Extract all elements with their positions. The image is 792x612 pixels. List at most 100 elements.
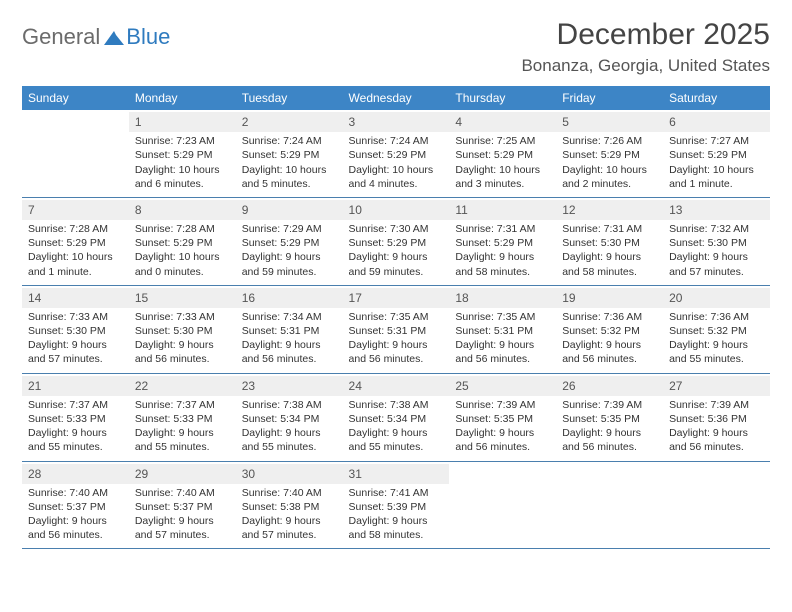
daylight-line: Daylight: 9 hours and 57 minutes. (28, 338, 123, 366)
day-number: 27 (663, 376, 770, 396)
calendar-cell: 24Sunrise: 7:38 AMSunset: 5:34 PMDayligh… (343, 373, 450, 461)
sunrise-line: Sunrise: 7:31 AM (562, 222, 657, 236)
day-number: 12 (556, 200, 663, 220)
sunset-line: Sunset: 5:36 PM (669, 412, 764, 426)
sunrise-line: Sunrise: 7:34 AM (242, 310, 337, 324)
calendar-cell (556, 461, 663, 549)
day-number: 23 (236, 376, 343, 396)
day-number: 25 (449, 376, 556, 396)
calendar-cell: 25Sunrise: 7:39 AMSunset: 5:35 PMDayligh… (449, 373, 556, 461)
daylight-line: Daylight: 9 hours and 58 minutes. (562, 250, 657, 278)
calendar-cell: 29Sunrise: 7:40 AMSunset: 5:37 PMDayligh… (129, 461, 236, 549)
daylight-line: Daylight: 9 hours and 56 minutes. (349, 338, 444, 366)
sunset-line: Sunset: 5:29 PM (135, 148, 230, 162)
sunrise-line: Sunrise: 7:38 AM (349, 398, 444, 412)
day-number: 26 (556, 376, 663, 396)
sunset-line: Sunset: 5:33 PM (135, 412, 230, 426)
sunrise-line: Sunrise: 7:35 AM (455, 310, 550, 324)
calendar-cell: 23Sunrise: 7:38 AMSunset: 5:34 PMDayligh… (236, 373, 343, 461)
day-number: 28 (22, 464, 129, 484)
daylight-line: Daylight: 9 hours and 56 minutes. (28, 514, 123, 542)
sunrise-line: Sunrise: 7:37 AM (135, 398, 230, 412)
sunrise-line: Sunrise: 7:36 AM (562, 310, 657, 324)
sunset-line: Sunset: 5:34 PM (349, 412, 444, 426)
calendar-cell: 6Sunrise: 7:27 AMSunset: 5:29 PMDaylight… (663, 110, 770, 197)
daylight-line: Daylight: 9 hours and 57 minutes. (669, 250, 764, 278)
calendar-cell: 12 Sunrise: 7:31 AMSunset: 5:30 PMDayligh… (556, 197, 663, 285)
day-number: 7 (22, 200, 129, 220)
day-number: 20 (663, 288, 770, 308)
sunrise-line: Sunrise: 7:25 AM (455, 134, 550, 148)
calendar-cell: 20Sunrise: 7:36 AMSunset: 5:32 PMDayligh… (663, 285, 770, 373)
sunrise-line: Sunrise: 7:30 AM (349, 222, 444, 236)
sunset-line: Sunset: 5:38 PM (242, 500, 337, 514)
day-number: 19 (556, 288, 663, 308)
sunset-line: Sunset: 5:29 PM (349, 148, 444, 162)
sunset-line: Sunset: 5:31 PM (455, 324, 550, 338)
day-number: 2 (236, 112, 343, 132)
sunrise-line: Sunrise: 7:38 AM (242, 398, 337, 412)
sunrise-line: Sunrise: 7:40 AM (242, 486, 337, 500)
calendar-cell: 31Sunrise: 7:41 AMSunset: 5:39 PMDayligh… (343, 461, 450, 549)
calendar-cell: 28Sunrise: 7:40 AMSunset: 5:37 PMDayligh… (22, 461, 129, 549)
calendar-cell: 19Sunrise: 7:36 AMSunset: 5:32 PMDayligh… (556, 285, 663, 373)
calendar-cell: 30Sunrise: 7:40 AMSunset: 5:38 PMDayligh… (236, 461, 343, 549)
calendar-cell: 8Sunrise: 7:28 AMSunset: 5:29 PMDaylight… (129, 197, 236, 285)
calendar-cell: 9Sunrise: 7:29 AMSunset: 5:29 PMDaylight… (236, 197, 343, 285)
day-number: 21 (22, 376, 129, 396)
weekday-header: Saturday (663, 86, 770, 110)
brand-logo: General Blue (22, 24, 170, 50)
calendar-cell: 2Sunrise: 7:24 AMSunset: 5:29 PMDaylight… (236, 110, 343, 197)
day-number: 16 (236, 288, 343, 308)
sunset-line: Sunset: 5:30 PM (28, 324, 123, 338)
daylight-line: Daylight: 9 hours and 58 minutes. (349, 514, 444, 542)
calendar-cell: 15 Sunrise: 7:33 AMSunset: 5:30 PMDayligh… (129, 285, 236, 373)
day-number: 9 (236, 200, 343, 220)
day-number: 15 (129, 288, 236, 308)
calendar-row: 7Sunrise: 7:28 AMSunset: 5:29 PMDaylight… (22, 197, 770, 285)
daylight-line: Daylight: 9 hours and 56 minutes. (135, 338, 230, 366)
sunrise-line: Sunrise: 7:28 AM (28, 222, 123, 236)
day-number: 4 (449, 112, 556, 132)
page-header: General Blue December 2025 Bonanza, Geor… (22, 18, 770, 76)
calendar-cell: 11Sunrise: 7:31 AMSunset: 5:29 PMDayligh… (449, 197, 556, 285)
day-number: 6 (663, 112, 770, 132)
sunset-line: Sunset: 5:30 PM (562, 236, 657, 250)
logo-triangle-icon (104, 29, 124, 45)
calendar-cell: 4 Sunrise: 7:25 AMSunset: 5:29 PMDaylight… (449, 110, 556, 197)
day-number: 8 (129, 200, 236, 220)
title-block: December 2025 Bonanza, Georgia, United S… (521, 18, 770, 76)
sunrise-line: Sunrise: 7:29 AM (242, 222, 337, 236)
sunrise-line: Sunrise: 7:28 AM (135, 222, 230, 236)
day-number: 5 (556, 112, 663, 132)
logo-text-general: General (22, 24, 100, 50)
weekday-header: Sunday (22, 86, 129, 110)
day-number: 17 (343, 288, 450, 308)
daylight-line: Daylight: 9 hours and 55 minutes. (669, 338, 764, 366)
sunset-line: Sunset: 5:32 PM (669, 324, 764, 338)
month-title: December 2025 (521, 18, 770, 52)
daylight-line: Daylight: 10 hours and 4 minutes. (349, 163, 444, 191)
daylight-line: Daylight: 10 hours and 3 minutes. (455, 163, 550, 191)
calendar-table: SundayMondayTuesdayWednesdayThursdayFrid… (22, 86, 770, 549)
sunrise-line: Sunrise: 7:24 AM (242, 134, 337, 148)
calendar-row: 28Sunrise: 7:40 AMSunset: 5:37 PMDayligh… (22, 461, 770, 549)
day-number: 10 (343, 200, 450, 220)
sunset-line: Sunset: 5:29 PM (455, 148, 550, 162)
calendar-cell: 27Sunrise: 7:39 AMSunset: 5:36 PMDayligh… (663, 373, 770, 461)
weekday-header: Wednesday (343, 86, 450, 110)
day-number: 18 (449, 288, 556, 308)
calendar-cell: 13Sunrise: 7:32 AMSunset: 5:30 PMDayligh… (663, 197, 770, 285)
sunrise-line: Sunrise: 7:39 AM (455, 398, 550, 412)
day-number: 1 (129, 112, 236, 132)
sunrise-line: Sunrise: 7:33 AM (135, 310, 230, 324)
sunrise-line: Sunrise: 7:33 AM (28, 310, 123, 324)
calendar-cell: 14Sunrise: 7:33 AMSunset: 5:30 PMDayligh… (22, 285, 129, 373)
daylight-line: Daylight: 10 hours and 6 minutes. (135, 163, 230, 191)
sunset-line: Sunset: 5:37 PM (28, 500, 123, 514)
calendar-cell: 18Sunrise: 7:35 AMSunset: 5:31 PMDayligh… (449, 285, 556, 373)
daylight-line: Daylight: 9 hours and 56 minutes. (562, 338, 657, 366)
sunset-line: Sunset: 5:30 PM (135, 324, 230, 338)
calendar-cell (449, 461, 556, 549)
sunset-line: Sunset: 5:29 PM (669, 148, 764, 162)
